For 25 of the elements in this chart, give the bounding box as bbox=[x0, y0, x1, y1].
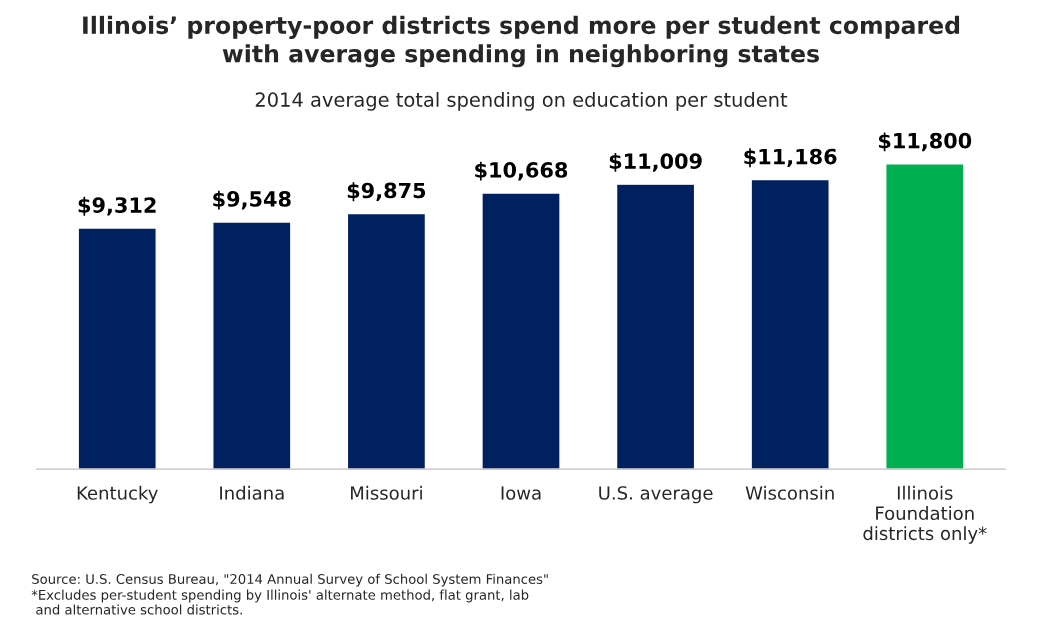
data-label: $10,668 bbox=[475, 161, 568, 181]
x-tick-label: Illinois Foundation districts only* bbox=[863, 485, 987, 544]
x-tick-label: Iowa bbox=[501, 486, 541, 500]
data-label: $9,875 bbox=[347, 182, 426, 202]
data-label: $11,186 bbox=[744, 148, 837, 168]
x-tick-label: Kentucky bbox=[77, 485, 158, 504]
data-label: $9,312 bbox=[78, 196, 156, 216]
chart-subtitle: 2014 average total spending on education per student bbox=[255, 91, 788, 111]
bar bbox=[77, 227, 157, 470]
source-note: Source: U.S. Census Bureau, "2014 Annual Survey of School System Finances" bbox=[32, 573, 548, 587]
data-label: $9,548 bbox=[213, 190, 291, 210]
bar bbox=[346, 212, 427, 470]
bar bbox=[481, 192, 561, 470]
text: *Excludes per-student spending by Illinois' alternate method, flat grant, lab and alternative school districts. bbox=[31, 589, 529, 615]
bar bbox=[615, 183, 696, 470]
x-tick-label: Missouri bbox=[351, 485, 422, 500]
x-tick-label: U.S. average bbox=[599, 486, 713, 504]
x-tick-label: Indiana bbox=[220, 485, 284, 500]
data-label: $11,800 bbox=[878, 132, 972, 152]
x-tick-label: Wisconsin bbox=[745, 485, 834, 500]
chart-title: Illinois’ property-poor districts spend more per student compared with average spending in neighboring states bbox=[83, 15, 960, 68]
bar bbox=[885, 162, 965, 470]
data-label: $11,009 bbox=[609, 152, 702, 172]
bar bbox=[750, 178, 830, 470]
bar bbox=[212, 221, 292, 470]
